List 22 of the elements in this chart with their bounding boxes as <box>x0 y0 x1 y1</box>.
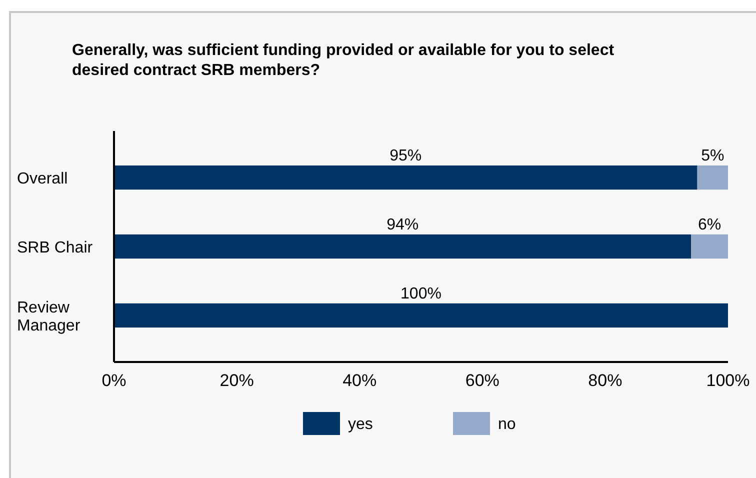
bar <box>691 234 728 259</box>
chart-title: Generally, was sufficient funding provided or available for you to select desired contract SRB members? <box>72 42 615 79</box>
y-tick-label: SRB Chair <box>17 240 94 256</box>
bar <box>114 165 698 190</box>
data-label: 6% <box>698 216 722 234</box>
x-tick-label: 40% <box>342 371 377 390</box>
x-tick-label: 0% <box>102 371 126 390</box>
bar <box>114 234 692 259</box>
data-label: 5% <box>701 147 724 164</box>
legend-label: yes <box>348 416 373 433</box>
x-tick-label: 60% <box>465 371 500 390</box>
bar <box>697 165 728 190</box>
x-tick-label: 80% <box>588 371 622 390</box>
x-tick-label: 20% <box>220 371 254 390</box>
data-label: 94% <box>386 216 419 234</box>
y-tick-label: Overall <box>17 170 68 188</box>
data-label: 100% <box>400 285 442 302</box>
data-label: 95% <box>390 147 422 164</box>
x-tick-label: 100% <box>706 371 750 390</box>
y-tick-label: Review Manager <box>17 299 81 334</box>
legend-label: no <box>498 416 516 433</box>
bar <box>114 303 728 328</box>
